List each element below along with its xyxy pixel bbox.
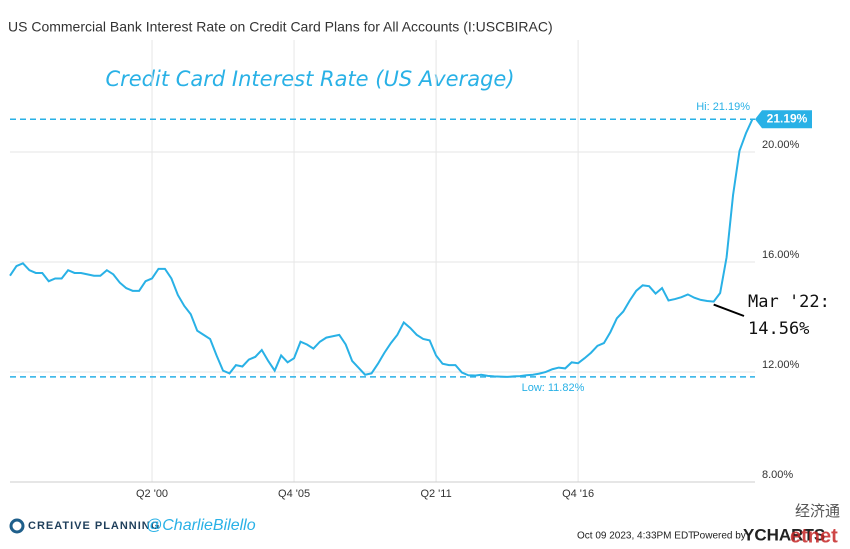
annotation-connector [713, 303, 745, 317]
x-tick-label: Q4 '05 [278, 488, 310, 500]
watermark: 经济通 [795, 503, 840, 520]
chart-subtitle: Credit Card Interest Rate (US Average) [105, 67, 514, 91]
brand: CREATIVE PLANNING [28, 520, 160, 532]
x-tick-label: Q4 '16 [562, 488, 594, 500]
watermark: etnet [790, 525, 838, 547]
x-tick-label: Q2 '00 [136, 488, 168, 500]
brand-logo [9, 518, 25, 534]
provider: YCHARTS [743, 525, 825, 544]
y-tick-label: 8.00% [762, 469, 793, 481]
y-tick-label: 16.00% [762, 249, 800, 261]
annotation-text: Mar '22: [748, 292, 830, 312]
annotation-text: 14.56% [748, 319, 809, 339]
y-tick-label: 12.00% [762, 359, 800, 371]
x-tick-label: Q2 '11 [420, 488, 451, 500]
reference-label: Low: 11.82% [522, 382, 585, 394]
timestamp: Oct 09 2023, 4:33PM EDT. [577, 531, 696, 542]
last-value-badge [755, 110, 812, 129]
y-tick-label: 20.00% [762, 139, 800, 151]
powered-by: Powered by [693, 531, 746, 542]
line [9, 118, 754, 378]
handle: @CharlieBilello [146, 517, 256, 534]
last-value-label: 21.19% [767, 111, 808, 125]
chart-title: US Commercial Bank Interest Rate on Cred… [8, 19, 553, 35]
reference-label: Hi: 21.19% [696, 101, 750, 113]
